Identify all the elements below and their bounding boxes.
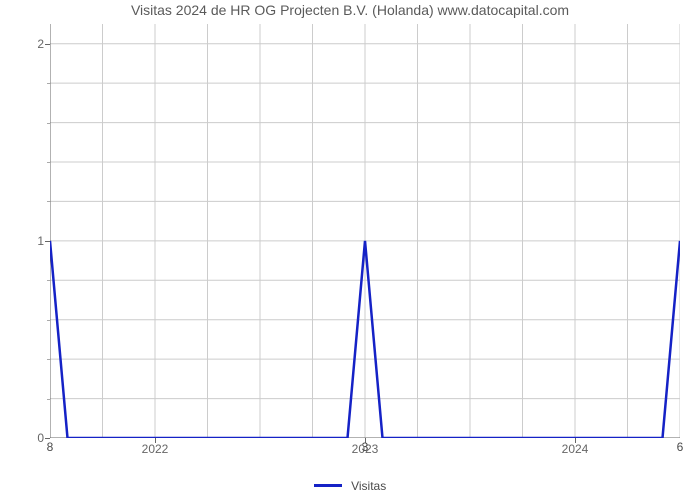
data-point-label: 3 [362,438,369,454]
legend-label: Visitas [351,479,386,493]
y-minor-tick [47,280,50,281]
y-minor-tick [47,359,50,360]
chart-title: Visitas 2024 de HR OG Projecten B.V. (Ho… [0,2,700,18]
legend-swatch [314,484,342,487]
y-minor-tick [47,83,50,84]
y-minor-tick [47,201,50,202]
chart-container: Visitas 2024 de HR OG Projecten B.V. (Ho… [0,0,700,500]
plot-area: 012202220232024836 [50,24,680,438]
y-minor-tick [47,399,50,400]
y-tick-label: 1 [37,234,50,248]
data-point-label: 6 [677,438,684,454]
x-tick-label: 2024 [562,438,589,456]
x-tick-label: 2022 [142,438,169,456]
y-minor-tick [47,123,50,124]
chart-svg [50,24,680,438]
data-point-label: 8 [47,438,54,454]
legend: Visitas [0,478,700,493]
y-tick-label: 2 [37,37,50,51]
y-minor-tick [47,320,50,321]
y-minor-tick [47,162,50,163]
